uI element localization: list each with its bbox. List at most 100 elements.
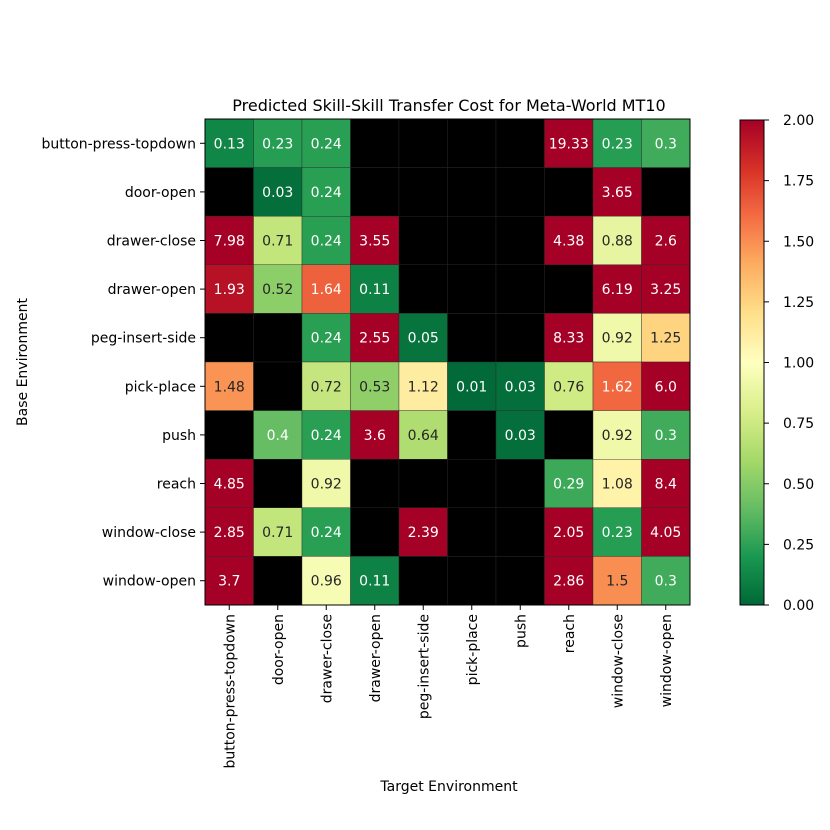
cell-value-label: 0.64 [408,428,439,444]
cell-value-label: 6.19 [602,282,633,298]
heatmap-cell [641,167,691,217]
heatmap-cell [447,118,497,168]
heatmap-cell [301,167,351,217]
x-tick-label: button-press-topdown [222,614,238,769]
cell-value-label: 0.29 [553,477,584,493]
cell-value-label: 0.72 [311,379,342,395]
x-tick-label: door-open [271,614,287,685]
heatmap-cell [350,361,400,411]
heatmap-cell [350,167,400,217]
cell-value-label: 3.55 [359,234,390,250]
cell-value-label: 0.24 [311,331,342,347]
cell-value-label: 0.92 [311,477,342,493]
y-tick-label: drawer-close [107,234,196,250]
cell-value-label: 2.6 [655,234,677,250]
cell-value-label: 0.3 [655,428,677,444]
heatmap-cell [350,215,400,265]
heatmap-cell [544,507,594,557]
colorbar [739,119,765,606]
cell-value-label: 7.98 [214,234,245,250]
y-tick-label: drawer-open [108,282,196,298]
heatmap-cell [641,361,691,411]
heatmap-cell [398,556,448,606]
heatmap-cell [592,410,642,460]
heatmap-cell [350,264,400,314]
heatmap-cell [350,507,400,557]
x-tick-label: peg-insert-side [416,614,432,719]
cell-value-label: 1.25 [650,331,681,347]
heatmap-cell [447,556,497,606]
heatmap-cell [398,167,448,217]
colorbar-tick-label: 0.75 [783,416,814,432]
colorbar-tick-label: 2.00 [783,113,814,129]
cell-value-label: 1.62 [602,379,633,395]
x-tick-labels: button-press-topdown door-open drawer-clos… [222,605,675,769]
heatmap-cell [350,556,400,606]
y-tick-label: window-open [103,574,196,590]
colorbar-tick-label: 1.25 [783,295,814,311]
cell-value-label: 4.05 [650,525,681,541]
cell-value-label: 0.3 [655,574,677,590]
cell-value-label: 19.33 [549,136,589,152]
heatmap-cell [301,215,351,265]
cell-value-label: 0.92 [602,331,633,347]
cell-value-label: 1.93 [214,282,245,298]
cell-value-label: 0.88 [602,234,633,250]
heatmap-cell [398,215,448,265]
cell-value-label: 8.33 [553,331,584,347]
cell-value-label: 1.12 [408,379,439,395]
heatmap-cell [592,459,642,509]
heatmap-cell [641,459,691,509]
cell-value-label: 0.23 [262,136,293,152]
heatmap-cell [253,313,303,363]
cell-value-label: 0.03 [505,428,536,444]
y-tick-label: button-press-topdown [41,136,196,152]
cell-value-label: 0.05 [408,331,439,347]
cell-value-label: 1.08 [602,477,633,493]
x-tick-label: window-close [610,614,626,708]
cell-value-label: 0.11 [359,282,390,298]
heatmap-cell [495,507,545,557]
heatmap-cell [301,459,351,509]
heatmap-cell [253,361,303,411]
colorbar-tick-label: 0.25 [783,537,814,553]
heatmap-cell [495,215,545,265]
heatmap-cell [398,507,448,557]
cell-value-label: 0.76 [553,379,584,395]
cell-value-label: 0.11 [359,574,390,590]
y-tick-label: door-open [125,185,196,201]
heatmap-cell [544,167,594,217]
heatmap-cell [641,118,691,168]
cell-value-label: 0.01 [456,379,487,395]
x-axis-label: Target Environment [379,779,518,795]
cell-value-label: 2.86 [553,574,584,590]
heatmap-cell [447,167,497,217]
heatmap-cell [301,313,351,363]
cell-value-label: 3.25 [650,282,681,298]
colorbar-tick-label: 0.50 [783,477,814,493]
heatmap-cell [447,507,497,557]
cell-value-label: 4.38 [553,234,584,250]
heatmap-cell [398,313,448,363]
cell-value-label: 1.64 [311,282,342,298]
y-tick-label: reach [157,477,196,493]
cell-value-label: 2.85 [214,525,245,541]
heatmap-cell [544,361,594,411]
colorbar-tick-label: 1.75 [783,174,814,190]
cell-value-label: 0.24 [311,234,342,250]
heatmap-cell [495,459,545,509]
cell-value-label: 1.48 [214,379,245,395]
y-tick-label: push [162,428,196,444]
heatmap-cell [495,118,545,168]
heatmap-cell [495,264,545,314]
cell-value-label: 2.05 [553,525,584,541]
heatmap-cell [204,264,254,314]
heatmap-cell [592,556,642,606]
heatmap-cell [592,118,642,168]
heatmap-cell [495,410,545,460]
colorbar-tick-label: 0.00 [783,598,814,614]
heatmap-cell [495,556,545,606]
heatmap-cell [301,410,351,460]
cell-value-label: 2.39 [408,525,439,541]
x-tick-label: push [513,614,529,648]
